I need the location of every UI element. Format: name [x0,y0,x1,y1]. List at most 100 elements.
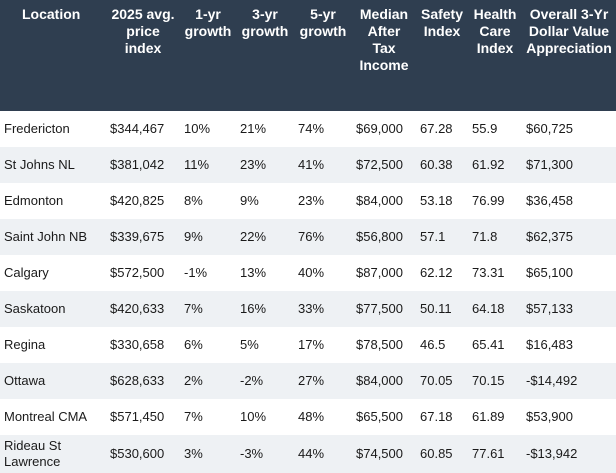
column-header: 3-yr growth [241,6,289,39]
table-cell: 71.8 [472,229,498,244]
table-cell: 22% [240,229,267,244]
table-cell: $65,500 [356,409,403,424]
table-cell: 64.18 [472,301,505,316]
table-cell: $344,467 [110,121,165,136]
table-cell: 41% [298,157,325,172]
column-header: 2025 avg. price index [111,6,175,56]
table-row: Saskatoon $420,633 7% 16% 33% $77,500 50… [0,291,616,327]
table-cell: 57.1 [420,229,446,244]
table-cell: 62.12 [420,265,453,280]
table-cell: Calgary [4,265,49,280]
table-cell: $60,725 [526,121,573,136]
table-cell: $330,658 [110,337,165,352]
table-cell: 53.18 [420,193,453,208]
table-cell: 74% [298,121,325,136]
table-cell: 23% [240,157,267,172]
table-cell: -$14,492 [526,373,578,388]
table-cell: 46.5 [420,337,446,352]
table-cell: St Johns NL [4,157,75,172]
table-cell: $77,500 [356,301,403,316]
table-cell: $72,500 [356,157,403,172]
table-cell: 44% [298,446,325,461]
table-cell: 48% [298,409,325,424]
table-cell: Saint John NB [4,229,88,244]
table-cell: -$13,942 [526,446,578,461]
table-cell: $572,500 [110,265,165,280]
column-header: Safety Index [420,6,464,39]
header-row: Location 2025 avg. price index 1-yr grow… [0,0,616,111]
table-cell: 13% [240,265,267,280]
table-cell: $57,133 [526,301,573,316]
table-cell: 73.31 [472,265,505,280]
table-cell: $339,675 [110,229,165,244]
table-cell: $381,042 [110,157,165,172]
column-header: Location [22,6,81,22]
table-cell: 7% [184,301,203,316]
table-cell: 5% [240,337,259,352]
table-cell: 2% [184,373,203,388]
table-body: Fredericton $344,467 10% 21% 74% $69,000… [0,111,616,473]
table-cell: $53,900 [526,409,573,424]
table-cell: Fredericton [4,121,70,136]
table-cell: 23% [298,193,325,208]
table-cell: $78,500 [356,337,403,352]
table-cell: Regina [4,337,46,352]
table-cell: Rideau St Lawrence [4,438,62,469]
table-cell: 65.41 [472,337,505,352]
table-cell: $56,800 [356,229,403,244]
column-header: Health Care Index [473,6,517,56]
table-cell: $84,000 [356,193,403,208]
table-cell: $69,000 [356,121,403,136]
table-cell: 77.61 [472,446,505,461]
table-cell: 10% [184,121,211,136]
column-header: 1-yr growth [184,6,232,39]
table-cell: $420,825 [110,193,165,208]
table-cell: 17% [298,337,325,352]
table-cell: $36,458 [526,193,573,208]
table-cell: 61.89 [472,409,505,424]
table-cell: 9% [240,193,259,208]
table-cell: 6% [184,337,203,352]
table-cell: $16,483 [526,337,573,352]
table-row: Ottawa $628,633 2% -2% 27% $84,000 70.05… [0,363,616,399]
table-cell: 21% [240,121,267,136]
table-cell: $65,100 [526,265,573,280]
table-cell: 61.92 [472,157,505,172]
table-row: Fredericton $344,467 10% 21% 74% $69,000… [0,111,616,147]
table-cell: 70.15 [472,373,505,388]
table-cell: 67.18 [420,409,453,424]
table-cell: 60.85 [420,446,453,461]
table-cell: $74,500 [356,446,403,461]
column-header: Overall 3-Yr Dollar Value Appreciation [526,6,612,56]
table-cell: -3% [240,446,264,461]
table-cell: Ottawa [4,373,46,388]
table-cell: 55.9 [472,121,498,136]
table-cell: 10% [240,409,267,424]
table-cell: $87,000 [356,265,403,280]
table-cell: 9% [184,229,203,244]
table-cell: Edmonton [4,193,64,208]
table-cell: -1% [184,265,208,280]
table-cell: 11% [184,157,210,172]
table-row: Regina $330,658 6% 5% 17% $78,500 46.5 6… [0,327,616,363]
table-cell: 7% [184,409,203,424]
column-header: 5-yr growth [299,6,347,39]
table-cell: $84,000 [356,373,403,388]
table-cell: 76.99 [472,193,505,208]
table-cell: 50.11 [420,301,452,316]
table-cell: $62,375 [526,229,573,244]
table-cell: Montreal CMA [4,409,88,424]
table-cell: $71,300 [526,157,573,172]
table-row: Montreal CMA $571,450 7% 10% 48% $65,500… [0,399,616,435]
table-row: St Johns NL $381,042 11% 23% 41% $72,500… [0,147,616,183]
table-cell: 70.05 [420,373,453,388]
table-cell: 76% [298,229,325,244]
table-row: Calgary $572,500 -1% 13% 40% $87,000 62.… [0,255,616,291]
table-cell: 16% [240,301,267,316]
table-cell: $628,633 [110,373,165,388]
table-cell: 40% [298,265,325,280]
table-cell: 3% [184,446,203,461]
column-header: Median After Tax Income [359,6,409,73]
table-cell: 33% [298,301,325,316]
